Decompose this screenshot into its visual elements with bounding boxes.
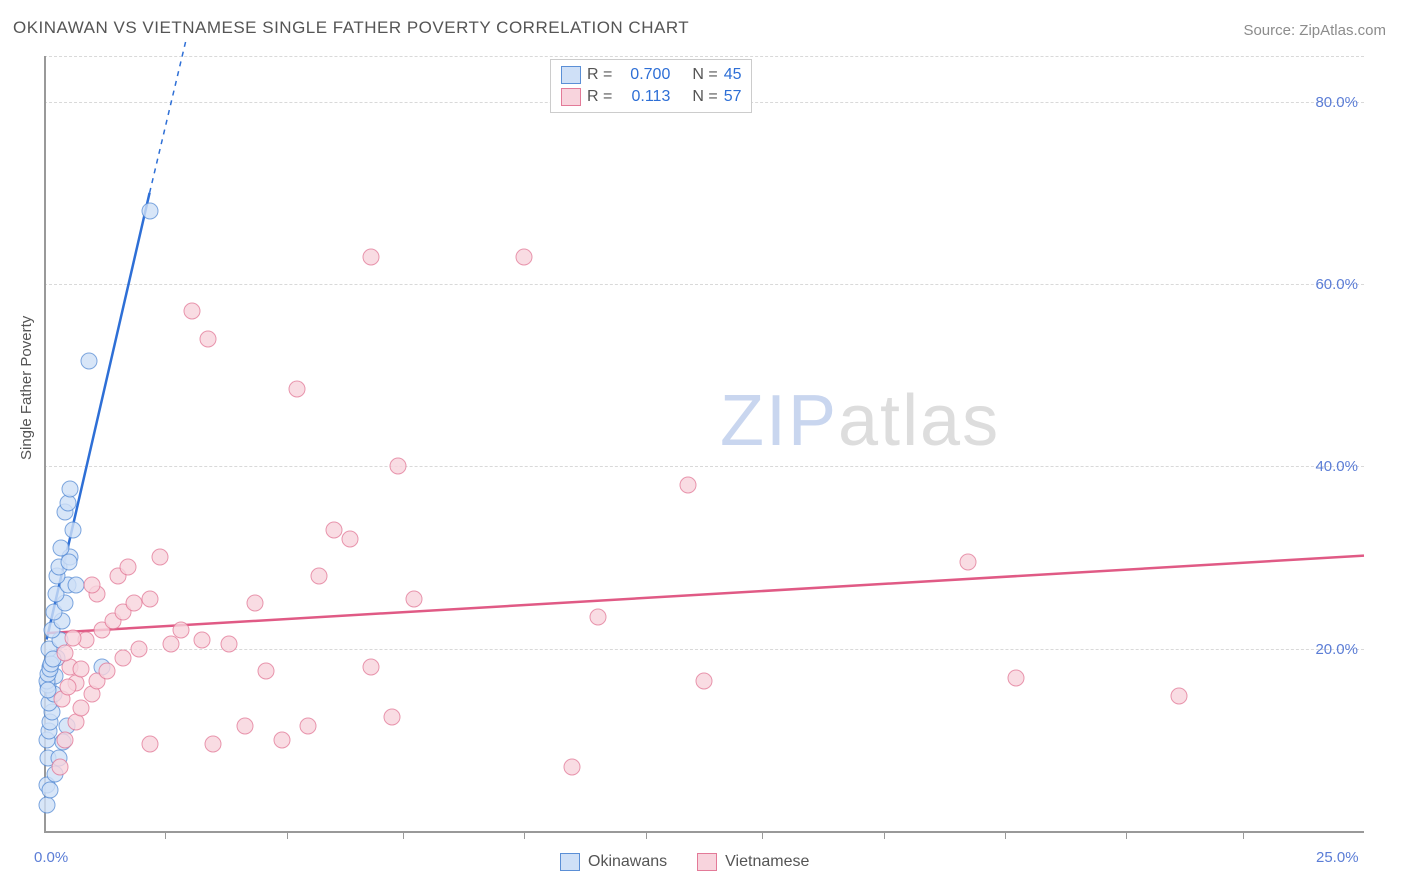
data-point-vietnamese xyxy=(236,718,253,735)
data-point-okinawans xyxy=(62,481,79,498)
data-point-vietnamese xyxy=(300,718,317,735)
data-point-okinawans xyxy=(38,797,55,814)
data-point-vietnamese xyxy=(363,658,380,675)
data-point-vietnamese xyxy=(516,248,533,265)
legend-swatch xyxy=(560,853,580,871)
data-point-vietnamese xyxy=(220,636,237,653)
data-point-vietnamese xyxy=(57,645,74,662)
x-tick xyxy=(1005,831,1006,839)
data-point-vietnamese xyxy=(72,699,89,716)
data-point-vietnamese xyxy=(389,458,406,475)
x-tick xyxy=(165,831,166,839)
data-point-vietnamese xyxy=(199,330,216,347)
data-point-vietnamese xyxy=(1007,669,1024,686)
trend-layer xyxy=(44,56,1364,831)
data-point-vietnamese xyxy=(83,576,100,593)
data-point-vietnamese xyxy=(99,663,116,680)
x-tick-label-right: 25.0% xyxy=(1316,849,1359,866)
trend-line-extrap-okinawans xyxy=(150,38,187,193)
data-point-vietnamese xyxy=(273,731,290,748)
data-point-okinawans xyxy=(141,203,158,220)
data-point-vietnamese xyxy=(141,590,158,607)
y-axis-label: Single Father Poverty xyxy=(18,316,35,460)
data-point-vietnamese xyxy=(247,595,264,612)
data-point-vietnamese xyxy=(363,248,380,265)
data-point-vietnamese xyxy=(57,731,74,748)
x-tick xyxy=(524,831,525,839)
source-label: Source: ZipAtlas.com xyxy=(1243,22,1386,39)
legend-swatch xyxy=(697,853,717,871)
data-point-vietnamese xyxy=(162,636,179,653)
legend-swatch xyxy=(561,66,581,84)
data-point-vietnamese xyxy=(194,631,211,648)
legend-n-label: N = xyxy=(692,86,717,108)
chart-plot-area xyxy=(44,56,1364,831)
legend-row: R = 0.700 N = 45 xyxy=(561,64,741,86)
data-point-vietnamese xyxy=(125,595,142,612)
legend-label: Vietnamese xyxy=(725,853,809,871)
data-point-vietnamese xyxy=(65,629,82,646)
legend-n-value: 57 xyxy=(724,86,742,108)
y-tick-label: 40.0% xyxy=(1315,458,1358,475)
data-point-vietnamese xyxy=(1171,688,1188,705)
data-point-vietnamese xyxy=(310,567,327,584)
legend-r-value: 0.700 xyxy=(618,64,670,86)
x-tick xyxy=(403,831,404,839)
x-tick xyxy=(287,831,288,839)
data-point-vietnamese xyxy=(342,531,359,548)
data-point-vietnamese xyxy=(384,709,401,726)
data-point-vietnamese xyxy=(960,554,977,571)
trend-line-vietnamese xyxy=(47,556,1364,633)
data-point-okinawans xyxy=(42,781,59,798)
data-point-vietnamese xyxy=(51,759,68,776)
legend-swatch xyxy=(561,88,581,106)
data-point-vietnamese xyxy=(257,663,274,680)
data-point-vietnamese xyxy=(564,759,581,776)
x-axis xyxy=(44,831,1364,833)
y-tick-label: 80.0% xyxy=(1315,94,1358,111)
legend-item: Okinawans xyxy=(560,853,667,871)
data-point-vietnamese xyxy=(72,660,89,677)
data-point-vietnamese xyxy=(120,558,137,575)
legend-label: Okinawans xyxy=(588,853,667,871)
data-point-okinawans xyxy=(67,576,84,593)
data-point-vietnamese xyxy=(326,522,343,539)
data-point-vietnamese xyxy=(115,649,132,666)
legend-item: Vietnamese xyxy=(697,853,809,871)
legend-n-label: N = xyxy=(692,64,717,86)
series-legend: Okinawans Vietnamese xyxy=(560,853,809,871)
data-point-okinawans xyxy=(65,522,82,539)
y-tick-label: 60.0% xyxy=(1315,276,1358,293)
y-tick-label: 20.0% xyxy=(1315,641,1358,658)
data-point-vietnamese xyxy=(173,622,190,639)
data-point-vietnamese xyxy=(289,380,306,397)
legend-r-label: R = xyxy=(587,86,612,108)
data-point-vietnamese xyxy=(680,476,697,493)
data-point-vietnamese xyxy=(696,672,713,689)
data-point-vietnamese xyxy=(183,303,200,320)
data-point-vietnamese xyxy=(590,608,607,625)
data-point-okinawans xyxy=(80,353,97,370)
x-tick xyxy=(1243,831,1244,839)
legend-r-label: R = xyxy=(587,64,612,86)
x-tick-label-left: 0.0% xyxy=(34,849,68,866)
legend-n-value: 45 xyxy=(724,64,742,86)
x-tick xyxy=(884,831,885,839)
data-point-vietnamese xyxy=(141,736,158,753)
data-point-okinawans xyxy=(61,554,78,571)
data-point-vietnamese xyxy=(405,590,422,607)
legend-r-value: 0.113 xyxy=(618,86,670,108)
legend-row: R = 0.113 N = 57 xyxy=(561,86,741,108)
chart-title: OKINAWAN VS VIETNAMESE SINGLE FATHER POV… xyxy=(13,18,689,38)
data-point-vietnamese xyxy=(59,678,76,695)
data-point-vietnamese xyxy=(204,736,221,753)
x-tick xyxy=(646,831,647,839)
x-tick xyxy=(1126,831,1127,839)
x-tick xyxy=(762,831,763,839)
correlation-legend: R = 0.700 N = 45 R = 0.113 N = 57 xyxy=(550,59,752,113)
data-point-vietnamese xyxy=(152,549,169,566)
data-point-vietnamese xyxy=(131,640,148,657)
